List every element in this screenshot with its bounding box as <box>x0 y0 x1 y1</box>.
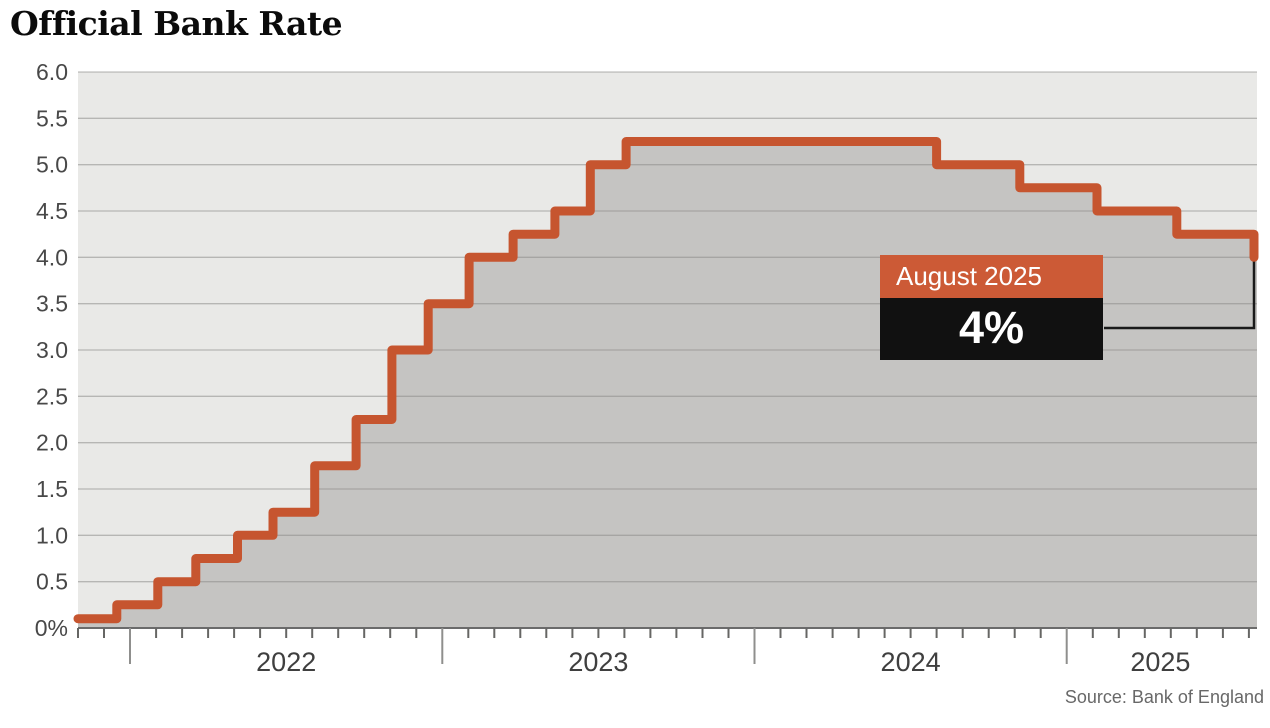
y-axis-tick-label: 5.0 <box>36 152 68 178</box>
y-axis-tick-label: 0.5 <box>36 569 68 595</box>
annotation-connector-line <box>1104 261 1256 330</box>
y-axis-tick-label: 4.5 <box>36 198 68 224</box>
source-attribution: Source: Bank of England <box>1064 687 1264 707</box>
rate-step-line <box>73 137 1259 624</box>
x-axis-year-label: 2023 <box>568 647 628 677</box>
y-axis-tick-label: 2.5 <box>36 383 68 409</box>
y-axis-tick-label: 5.5 <box>36 105 68 131</box>
y-axis-tick-label: 3.0 <box>36 337 68 363</box>
y-axis-tick-label: 1.5 <box>36 476 68 502</box>
y-axis-tick-label: 4.0 <box>36 244 68 270</box>
y-axis-tick-label: 3.5 <box>36 291 68 317</box>
y-axis-tick-label: 2.0 <box>36 430 68 456</box>
x-axis-year-label: 2025 <box>1130 647 1190 677</box>
x-axis-year-label: 2024 <box>881 647 941 677</box>
y-axis-tick-label: 0% <box>35 615 68 641</box>
x-axis-year-label: 2022 <box>256 647 316 677</box>
annotation-rate-value: 4% <box>880 298 1103 360</box>
chart-title: Official Bank Rate <box>10 4 343 43</box>
y-axis-tick-label: 1.0 <box>36 522 68 548</box>
y-axis-tick-label: 6.0 <box>36 59 68 85</box>
annotation-date-label: August 2025 <box>880 255 1103 298</box>
